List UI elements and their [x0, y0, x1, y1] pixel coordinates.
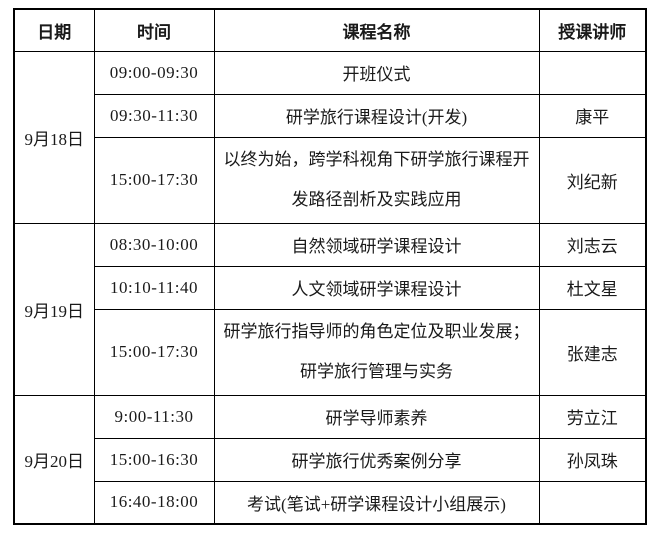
lecturer-cell — [538, 50, 647, 95]
lecturer-cell: 张建志 — [538, 308, 647, 396]
course-cell: 研学导师素养 — [213, 394, 540, 439]
table-row: 15:00-17:30 研学旅行指导师的角色定位及职业发展；研学旅行管理与实务 … — [14, 308, 647, 396]
lecturer-cell: 杜文星 — [538, 265, 647, 310]
lecturer-cell: 孙凤珠 — [538, 437, 647, 482]
lecturer-cell: 劳立江 — [538, 394, 647, 439]
course-schedule-table: 日期 时间 课程名称 授课讲师 9月18日 09:00-09:30 开班仪式 0… — [13, 8, 647, 525]
header-row: 日期 时间 课程名称 授课讲师 — [13, 8, 647, 52]
lecturer-cell: 刘纪新 — [538, 136, 647, 224]
column-header-time: 时间 — [93, 8, 215, 52]
time-cell: 9:00-11:30 — [93, 394, 215, 439]
column-header-lecturer: 授课讲师 — [538, 8, 647, 52]
date-cell-sep20: 9月20日 — [13, 394, 95, 525]
table-row: 16:40-18:00 考试(笔试+研学课程设计小组展示) — [14, 480, 647, 525]
time-cell: 15:00-16:30 — [93, 437, 215, 482]
lecturer-cell: 刘志云 — [538, 222, 647, 267]
table-row: 9月20日 9:00-11:30 研学导师素养 劳立江 — [13, 394, 647, 525]
course-cell: 考试(笔试+研学课程设计小组展示) — [213, 480, 540, 525]
time-cell: 10:10-11:40 — [93, 265, 215, 310]
date-cell-sep19: 9月19日 — [13, 222, 95, 396]
lecturer-cell: 康平 — [538, 93, 647, 138]
course-cell: 以终为始，跨学科视角下研学旅行课程开发路径剖析及实践应用 — [213, 136, 540, 224]
time-cell: 16:40-18:00 — [93, 480, 215, 525]
time-cell: 09:30-11:30 — [93, 93, 215, 138]
time-cell: 09:00-09:30 — [93, 50, 215, 95]
course-cell: 开班仪式 — [213, 50, 540, 95]
course-cell: 研学旅行课程设计(开发) — [213, 93, 540, 138]
table-row: 15:00-17:30 以终为始，跨学科视角下研学旅行课程开发路径剖析及实践应用… — [14, 136, 647, 224]
course-cell: 自然领域研学课程设计 — [213, 222, 540, 267]
time-cell: 15:00-17:30 — [93, 308, 215, 396]
table-row: 10:10-11:40 人文领域研学课程设计 杜文星 — [14, 265, 647, 310]
date-cell-sep18: 9月18日 — [13, 50, 95, 224]
table-row: 9月18日 09:00-09:30 开班仪式 — [13, 50, 647, 224]
lecturer-cell — [538, 480, 647, 525]
table-row: 15:00-16:30 研学旅行优秀案例分享 孙凤珠 — [14, 437, 647, 482]
course-cell: 研学旅行优秀案例分享 — [213, 437, 540, 482]
table-row: 09:30-11:30 研学旅行课程设计(开发) 康平 — [14, 93, 647, 138]
column-header-date: 日期 — [13, 8, 95, 52]
column-header-course: 课程名称 — [213, 8, 540, 52]
course-cell: 人文领域研学课程设计 — [213, 265, 540, 310]
course-schedule: 日期 时间 课程名称 授课讲师 9月18日 09:00-09:30 开班仪式 0… — [13, 8, 647, 525]
time-cell: 08:30-10:00 — [93, 222, 215, 267]
table-row: 9月19日 08:30-10:00 自然领域研学课程设计 刘志云 — [13, 222, 647, 396]
course-cell: 研学旅行指导师的角色定位及职业发展；研学旅行管理与实务 — [213, 308, 540, 396]
time-cell: 15:00-17:30 — [93, 136, 215, 224]
